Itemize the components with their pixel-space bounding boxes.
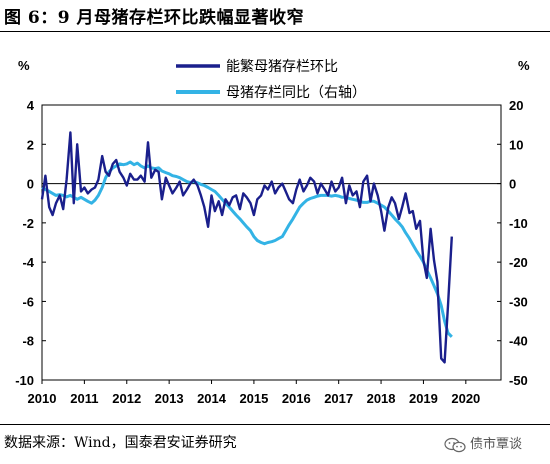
x-axis-tick-label: 2013 <box>155 391 184 406</box>
plot-frame <box>41 104 502 381</box>
left-axis-unit: % <box>18 58 30 73</box>
right-axis-tick-label: -30 <box>509 294 528 309</box>
right-axis-tick-label: -40 <box>509 334 528 349</box>
x-axis-tick-label: 2011 <box>70 391 98 406</box>
right-axis-tick-label: 10 <box>509 137 523 152</box>
left-axis-tick-label: 4 <box>27 98 35 113</box>
x-axis-tick-label: 2018 <box>367 391 396 406</box>
title-divider <box>0 31 550 32</box>
right-axis-tick-label: -10 <box>509 216 528 231</box>
watermark: 债市覃谈 <box>444 433 522 453</box>
source-divider <box>0 424 550 425</box>
figure-title: 图 6：9 月母猪存栏环比跌幅显著收窄 <box>4 8 304 28</box>
left-axis-tick-label: 2 <box>27 137 34 152</box>
wechat-icon <box>444 437 466 452</box>
left-axis-tick-label: -2 <box>22 216 34 231</box>
series-line-mom <box>40 131 453 364</box>
source-note: 数据来源：Wind，国泰君安证券研究 <box>4 435 237 451</box>
left-axis-tick-label: 0 <box>27 177 34 192</box>
legend-label: 母猪存栏同比（右轴） <box>226 85 366 101</box>
x-axis-tick-label: 2019 <box>409 391 438 406</box>
x-axis-tick-label: 2012 <box>112 391 141 406</box>
x-axis-tick-label: 2010 <box>28 391 57 406</box>
x-axis-tick-label: 2020 <box>451 391 480 406</box>
x-axis-tick-label: 2015 <box>239 391 268 406</box>
legend-label: 能繁母猪存栏环比 <box>226 59 338 75</box>
x-axis-tick-label: 2016 <box>282 391 311 406</box>
right-axis-tick-label: 20 <box>509 98 523 113</box>
left-axis-tick-label: -6 <box>22 294 34 309</box>
right-axis-tick-label: -50 <box>509 373 528 388</box>
x-axis-tick-label: 2017 <box>324 391 353 406</box>
right-axis-tick-label: 0 <box>509 177 516 192</box>
series-line-yoy <box>41 160 453 338</box>
right-axis-unit: % <box>518 58 530 73</box>
right-axis-tick-label: -20 <box>509 255 528 270</box>
x-axis-tick-label: 2014 <box>197 391 227 406</box>
left-axis-tick-label: -8 <box>22 334 34 349</box>
left-axis-tick-label: -4 <box>22 255 34 270</box>
watermark-text: 债市覃谈 <box>470 437 523 452</box>
left-axis-tick-label: -10 <box>15 373 34 388</box>
chart-series <box>40 131 453 364</box>
